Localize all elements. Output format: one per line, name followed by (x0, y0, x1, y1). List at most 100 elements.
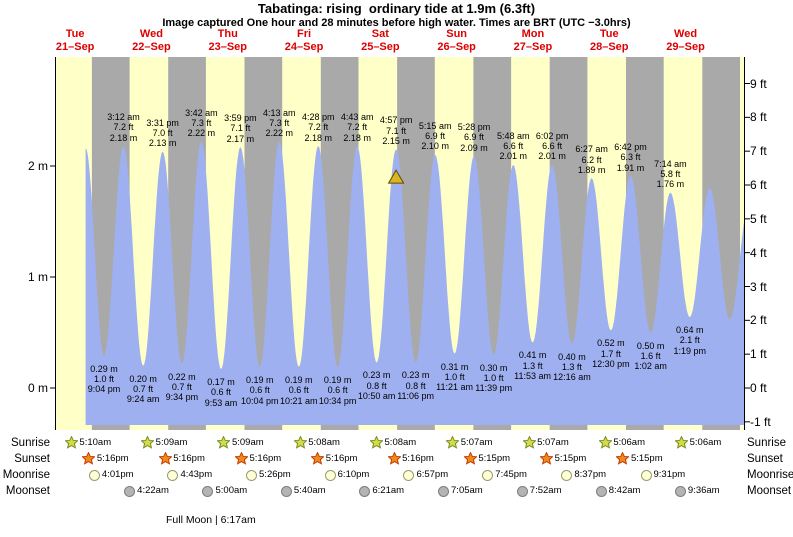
tide-label-line: 9:34 pm (165, 392, 199, 403)
low-tide-label: 0.19 m 0.6 ft 10:21 am (280, 375, 318, 406)
tide-label-line: 0.19 m (285, 374, 313, 385)
moonrise-icon (167, 470, 179, 481)
tide-label-line: 2.18 m (343, 132, 371, 143)
high-tide-label: 4:43 am 7.2 ft 2.18 m (341, 112, 374, 143)
sunrise-star-icon (141, 436, 155, 449)
astro-row-label-sunset-right: Sunset (747, 453, 783, 465)
day-weekday: Fri (297, 28, 312, 40)
astro-event-time: 5:40am (293, 485, 326, 496)
moonset-icon (124, 486, 136, 497)
moonset-icon (438, 486, 450, 497)
low-tide-label: 0.23 m 0.8 ft 11:06 pm (397, 370, 434, 401)
day-label: Thu 23–Sep (208, 28, 247, 54)
tide-label-line: 2.18 m (304, 132, 332, 143)
tide-label-line: 3:31 pm (146, 117, 179, 128)
tide-label-line: 0.23 m (362, 370, 391, 381)
astro-event-time: 5:16pm (402, 453, 434, 464)
low-tide-label: 0.50 m 1.6 ft 1:02 am (634, 341, 667, 372)
day-weekday: Wed (674, 28, 698, 40)
tide-label-line: 7.2 ft (347, 122, 368, 133)
page-title: Tabatinga: rising ordinary tide at 1.9m … (257, 1, 536, 16)
tide-label-line: 11:06 pm (397, 391, 435, 402)
low-tide-label: 0.41 m 1.3 ft 11:53 am (514, 350, 551, 381)
tide-label-line: 10:50 am (357, 391, 396, 402)
y-axis-label-feet: 2 ft (750, 313, 767, 328)
tide-label-line: 3:42 am (185, 107, 218, 118)
day-weekday: Sat (371, 28, 389, 40)
tide-label-line: 6:02 pm (535, 130, 569, 141)
astro-event-time: 5:15pm (478, 453, 511, 464)
tide-label-line: 1.7 ft (600, 348, 621, 359)
moonset-icon (359, 486, 371, 497)
chart-subtitle: Image captured One hour and 28 minutes b… (162, 17, 631, 29)
tide-label-line: 1.0 ft (483, 372, 504, 383)
day-date: 21–Sep (55, 41, 95, 53)
day-weekday: Tue (65, 28, 85, 40)
tide-label-line: 5.8 ft (660, 168, 681, 179)
tide-label-line: 1:19 pm (673, 345, 706, 356)
low-tide-label: 0.52 m 1.7 ft 12:30 pm (592, 338, 630, 369)
y-axis-label-feet: 6 ft (750, 178, 767, 192)
high-tide-label: 6:27 am 6.2 ft 1.89 m (575, 144, 608, 175)
astro-event-time: 5:08am (308, 437, 340, 448)
moonset-icon (202, 486, 214, 497)
tide-label-line: 7.2 ft (308, 122, 329, 133)
high-tide-label: 3:42 am 7.3 ft 2.22 m (185, 108, 218, 139)
high-tide-label: 5:28 pm 6.9 ft 2.09 m (458, 122, 491, 153)
astro-event-time: 9:36am (687, 485, 720, 496)
sunrise-star-icon (217, 436, 231, 449)
tide-curve-area (85, 141, 746, 425)
tide-label-line: 4:43 am (340, 112, 374, 123)
tide-label-line: 6.9 ft (425, 131, 446, 142)
sunrise-star-icon (446, 436, 460, 449)
astro-event-time: 5:16pm (249, 453, 282, 464)
y-axis-label-meters: 0 m (27, 381, 48, 395)
moonrise-icon (561, 470, 573, 481)
tide-label-line: 3:12 am (107, 112, 140, 123)
astro-row-label-moonset-right: Moonset (747, 485, 792, 497)
astro-event-time: 5:15pm (630, 453, 663, 464)
tide-label-line: 0.52 m (597, 338, 625, 349)
tide-label-line: 7.1 ft (386, 125, 407, 136)
day-date: 24–Sep (284, 41, 324, 53)
astro-event-time: 5:06am (613, 437, 645, 448)
tide-label-line: 2.10 m (421, 141, 449, 152)
day-weekday: Sun (446, 28, 468, 40)
astro-event-time: 5:07am (460, 437, 493, 448)
low-tide-label: 0.31 m 1.0 ft 11:21 am (436, 362, 473, 393)
astro-event-time: 5:09am (155, 437, 188, 448)
sunrise-star-icon (64, 436, 78, 449)
y-axis-label-meters: 1 m (27, 270, 48, 284)
astro-event-time: 6:10pm (337, 469, 370, 480)
y-axis-label-feet: 3 ft (750, 279, 767, 294)
low-tide-label: 0.22 m 0.7 ft 9:34 pm (166, 372, 199, 403)
astro-event-time: 6:57pm (416, 469, 449, 480)
tide-label-line: 0.20 m (129, 373, 157, 384)
tide-label-line: 6.6 ft (542, 141, 563, 152)
astro-event-time: 5:07am (537, 437, 569, 448)
astro-row-label-moonrise: Moonrise (2, 469, 50, 481)
tide-label-line: 0.6 ft (211, 387, 232, 398)
day-date: 27–Sep (513, 41, 553, 53)
astro-event-time: 5:09am (231, 437, 264, 448)
astro-event-time: 5:08am (384, 437, 417, 448)
high-tide-label: 3:31 pm 7.0 ft 2.13 m (146, 118, 179, 149)
moonset-icon (280, 486, 292, 497)
astro-row-label-sunset: Sunset (14, 453, 50, 465)
tide-label-line: 7:14 am (654, 158, 687, 169)
tide-label-line: 7.2 ft (113, 122, 134, 133)
tide-label-line: 1.0 ft (93, 374, 114, 385)
tide-label-line: 2.1 ft (679, 335, 700, 346)
astro-event-time: 5:10am (79, 437, 112, 448)
day-label: Tue 21–Sep (56, 28, 95, 54)
low-tide-label: 0.23 m 0.8 ft 10:50 am (358, 370, 396, 401)
tide-label-line: 1.0 ft (444, 371, 465, 382)
tide-label-line: 2.17 m (226, 133, 255, 144)
sunrise-star-icon (522, 436, 536, 449)
tide-label-line: 2.15 m (382, 135, 410, 146)
high-tide-label: 4:57 pm 7.1 ft 2.15 m (380, 115, 413, 146)
y-axis-label-feet: 1 ft (750, 347, 767, 362)
tide-label-line: 6:42 pm (614, 141, 647, 152)
tide-label-line: 10:34 pm (318, 395, 357, 406)
day-weekday: Mon (521, 28, 545, 40)
